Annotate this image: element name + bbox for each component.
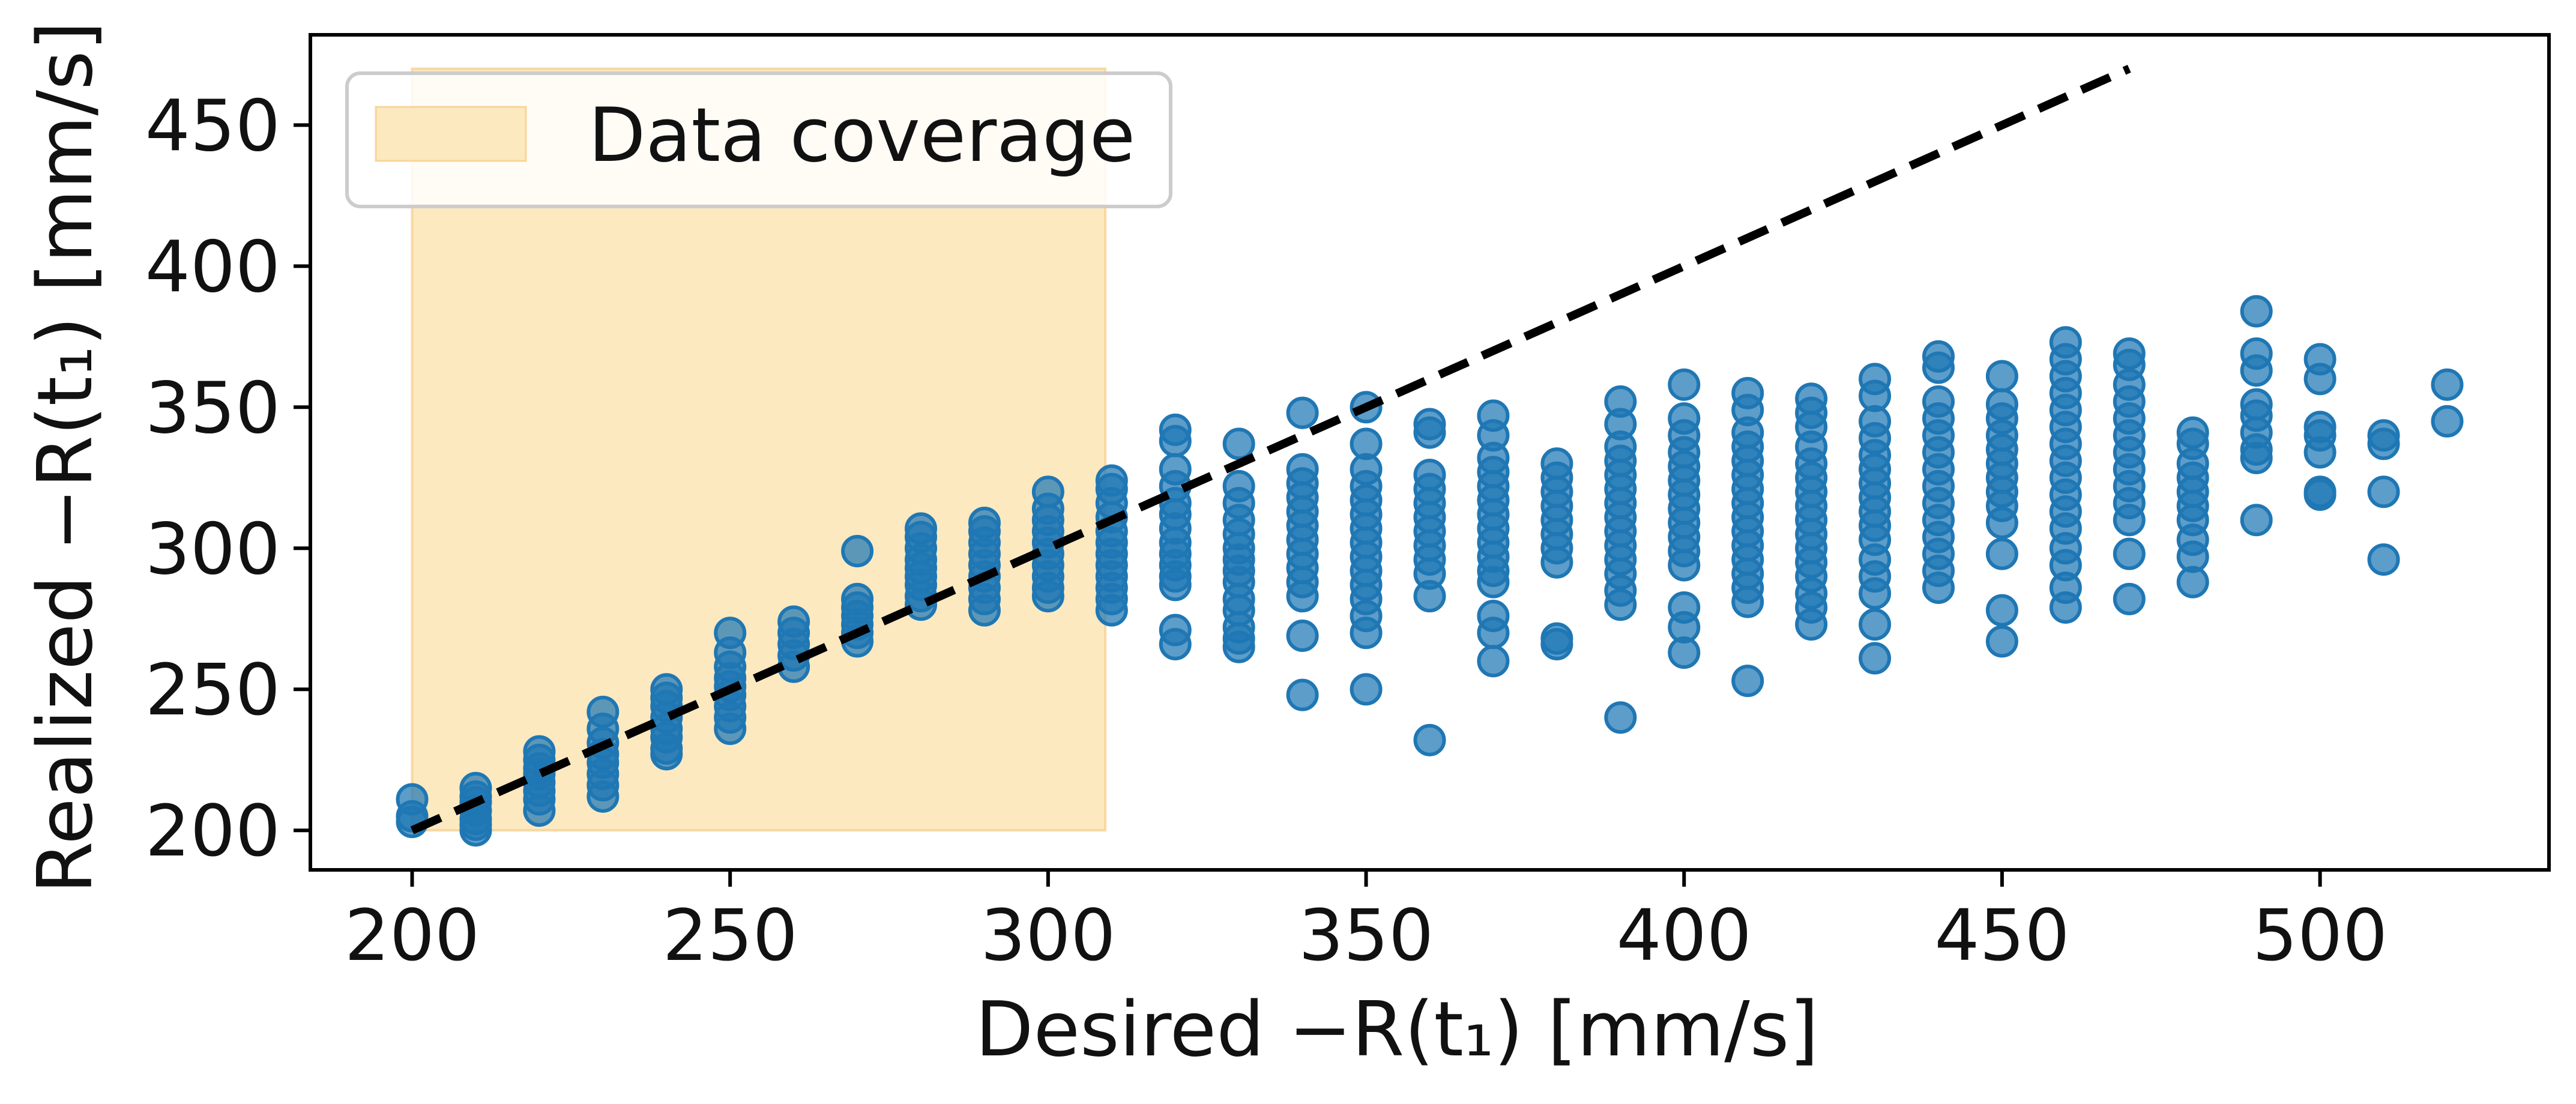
x-tick-label: 350 [1299,894,1434,977]
legend-box [345,71,1172,208]
reference-line [410,64,2131,834]
x-tick-label: 500 [2252,894,2387,977]
scatter-point [2240,295,2273,328]
scatter-point [1286,580,1319,613]
y-tick-label: 450 [145,84,280,167]
y-tick-label: 400 [145,225,280,308]
scatter-point [1985,537,2018,570]
scatter-point [1922,351,1955,384]
scatter-point [1159,628,1192,661]
scatter-point [2240,504,2273,537]
scatter-point [2113,537,2146,570]
scatter-point [650,738,683,771]
scatter-point [2240,441,2273,474]
scatter-point [2367,543,2400,576]
scatter-point [1350,617,1383,650]
scatter-point [1731,665,1764,698]
scatter-point [1859,642,1892,675]
scatter-point [1985,625,2018,658]
scatter-point [1095,594,1128,627]
legend: Data coverage [345,71,1172,208]
scatter-point [1922,572,1955,605]
scatter-point [1222,427,1255,460]
scatter-point [2240,354,2273,387]
axes: 200 250 300 350 400 450 500 200 250 300 350 400 450 [145,33,2551,977]
y-tick-label: 250 [145,648,280,731]
scatter-point [1413,416,1446,449]
scatter-point [1604,588,1637,621]
x-tick-label: 250 [663,894,798,977]
scatter-point [1985,506,2018,539]
scatter-point [2303,436,2336,469]
scatter-point [1477,617,1510,650]
y-axis-label: Realized −R(t₁) [mm/s] [21,21,109,894]
scatter-point [1795,608,1828,641]
legend-label-data-coverage: Data coverage [588,92,1135,179]
plot-frame [309,33,2551,872]
x-tick-label: 400 [1617,894,1752,977]
scatter-point [1731,585,1764,618]
scatter-point [1668,549,1701,582]
scatter-point [1031,580,1064,613]
scatter-point [1985,594,2018,627]
scatter-point [1286,619,1319,652]
scatter-point [714,713,747,746]
scatter-point [1668,636,1701,669]
scatter-point [2049,591,2082,624]
scatter-point [1286,678,1319,711]
scatter-point [1859,577,1892,610]
scatter-point [968,594,1001,627]
y-tick-label: 350 [145,366,280,449]
scatter-point [2113,582,2146,615]
scatter-point [459,814,492,847]
scatter-point [1604,701,1637,734]
scatter-point [1413,723,1446,756]
x-tick-label: 200 [345,894,480,977]
scatter-point [2431,368,2464,401]
scatter-point [1286,396,1319,429]
scatter-point [1159,569,1192,602]
scatter-point [2303,363,2336,396]
scatter-point [1540,546,1573,579]
legend-swatch-data-coverage [375,106,527,162]
scatter-point [2113,504,2146,537]
scatter-point [2176,566,2209,599]
scatter-point [1477,566,1510,599]
scatter-point [1668,368,1701,401]
scatter-point [523,794,556,827]
scatter-point [2303,478,2336,511]
y-tick-label: 200 [145,789,280,872]
scatter-point [2431,405,2464,438]
scatter-point [1222,630,1255,663]
scatter-point [2367,475,2400,508]
x-axis-label: Desired −R(t₁) [mm/s] [975,985,1818,1073]
scatter-point [1477,645,1510,678]
x-tick-label: 300 [980,894,1115,977]
scatter-point [587,780,620,813]
scatter-point [1350,673,1383,706]
scatter-point [1859,608,1892,641]
x-tick-label: 450 [1934,894,2069,977]
scatter-point [2367,427,2400,460]
scatter-point [1985,360,2018,393]
scatter-point [1413,580,1446,613]
scatter-point [1159,424,1192,457]
scatter-point [841,534,874,567]
y-tick-label: 300 [145,507,280,590]
scatter-point [1540,628,1573,661]
